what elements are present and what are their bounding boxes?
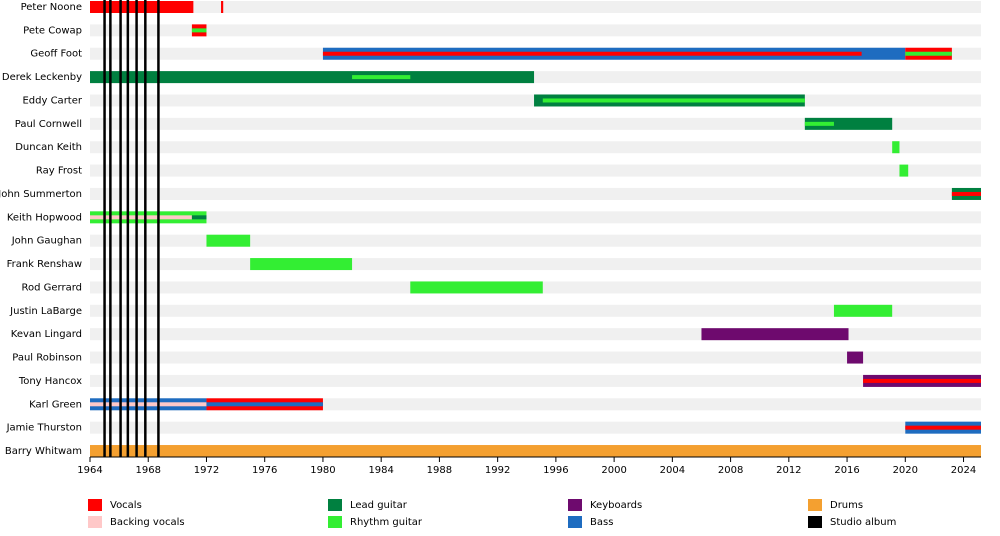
x-tick-label: 1976 — [252, 465, 277, 476]
member-bar — [833, 304, 893, 317]
member-label: Karl Green — [29, 399, 82, 410]
legend-swatch — [328, 499, 342, 511]
row-band — [90, 1, 981, 13]
member-bar — [892, 141, 900, 154]
row-band — [90, 24, 981, 37]
x-tick-label: 1996 — [543, 465, 568, 476]
legend-label: Drums — [830, 500, 863, 511]
member-label: John Gaughan — [11, 236, 82, 247]
member-label: Tony Hancox — [18, 376, 82, 387]
member-bar — [905, 51, 952, 56]
member-bar — [90, 402, 207, 407]
member-bar — [90, 1, 194, 13]
member-label: Paul Robinson — [12, 353, 82, 364]
member-bar — [191, 28, 207, 33]
member-label: John Summerton — [0, 189, 82, 200]
member-bar — [90, 445, 981, 458]
legend-label: Rhythm guitar — [350, 517, 423, 528]
legend-label: Studio album — [830, 517, 896, 528]
legend-label: Bass — [590, 517, 613, 528]
member-label: Geoff Foot — [30, 49, 82, 60]
member-label: Pete Cowap — [23, 25, 82, 36]
row-band — [90, 164, 981, 177]
member-label: Eddy Carter — [22, 95, 82, 106]
legend-label: Keyboards — [590, 500, 642, 511]
member-bar — [804, 121, 834, 126]
member-label: Rod Gerrard — [21, 282, 82, 293]
legend-swatch — [328, 516, 342, 528]
x-tick-label: 1972 — [194, 465, 219, 476]
legend-swatch — [88, 499, 102, 511]
x-tick-label: 2016 — [834, 465, 859, 476]
row-band — [90, 304, 981, 317]
member-label: Paul Cornwell — [15, 119, 82, 130]
x-tick-label: 1992 — [485, 465, 510, 476]
member-bar — [847, 351, 864, 364]
member-bar — [951, 191, 981, 196]
x-tick-label: 2000 — [601, 465, 626, 476]
member-bar — [206, 234, 251, 247]
row-band — [90, 421, 981, 434]
member-bar — [221, 1, 224, 13]
x-tick-label: 2012 — [776, 465, 801, 476]
member-label: Jamie Thurston — [6, 423, 82, 434]
legend-swatch — [808, 516, 822, 528]
legend-label: Vocals — [110, 500, 142, 511]
member-bar — [701, 328, 849, 341]
member-bar — [322, 51, 862, 56]
member-label: Peter Noone — [21, 2, 82, 13]
x-tick-label: 2008 — [718, 465, 743, 476]
member-label: Frank Renshaw — [7, 259, 82, 270]
legend-swatch — [808, 499, 822, 511]
member-label: Justin LaBarge — [9, 306, 82, 317]
member-bar — [542, 98, 805, 103]
row-band — [90, 258, 981, 271]
member-label: Keith Hopwood — [7, 212, 82, 223]
member-bar — [905, 425, 981, 430]
x-tick-label: 1968 — [136, 465, 161, 476]
row-band — [90, 211, 981, 224]
row-band — [90, 141, 981, 154]
x-tick-label: 1980 — [310, 465, 335, 476]
member-bar — [250, 258, 353, 271]
x-tick-label: 2024 — [951, 465, 976, 476]
row-band — [90, 374, 981, 387]
legend-swatch — [88, 516, 102, 528]
member-label: Ray Frost — [36, 166, 82, 177]
member-bar — [90, 71, 535, 84]
member-bar — [804, 117, 893, 130]
member-label: Barry Whitwam — [5, 446, 82, 457]
x-tick-label: 1988 — [427, 465, 452, 476]
member-bar — [90, 215, 192, 220]
member-bar — [352, 75, 411, 80]
legend-label: Backing vocals — [110, 517, 185, 528]
row-band — [90, 234, 981, 247]
member-bar — [206, 402, 323, 407]
x-tick-label: 2004 — [660, 465, 685, 476]
row-band — [90, 351, 981, 364]
x-tick-label: 2020 — [893, 465, 918, 476]
x-tick-label: 1964 — [77, 465, 102, 476]
member-bar — [410, 281, 543, 294]
legend-swatch — [568, 516, 582, 528]
member-bar — [191, 215, 207, 220]
legend-label: Lead guitar — [350, 500, 408, 511]
member-label: Kevan Lingard — [11, 329, 82, 340]
legend-swatch — [568, 499, 582, 511]
row-band — [90, 187, 981, 200]
x-tick-label: 1984 — [368, 465, 393, 476]
member-bar — [899, 164, 909, 177]
member-label: Duncan Keith — [15, 142, 82, 153]
row-band — [90, 117, 981, 130]
member-label: Derek Leckenby — [2, 72, 82, 83]
member-bar — [863, 378, 981, 383]
